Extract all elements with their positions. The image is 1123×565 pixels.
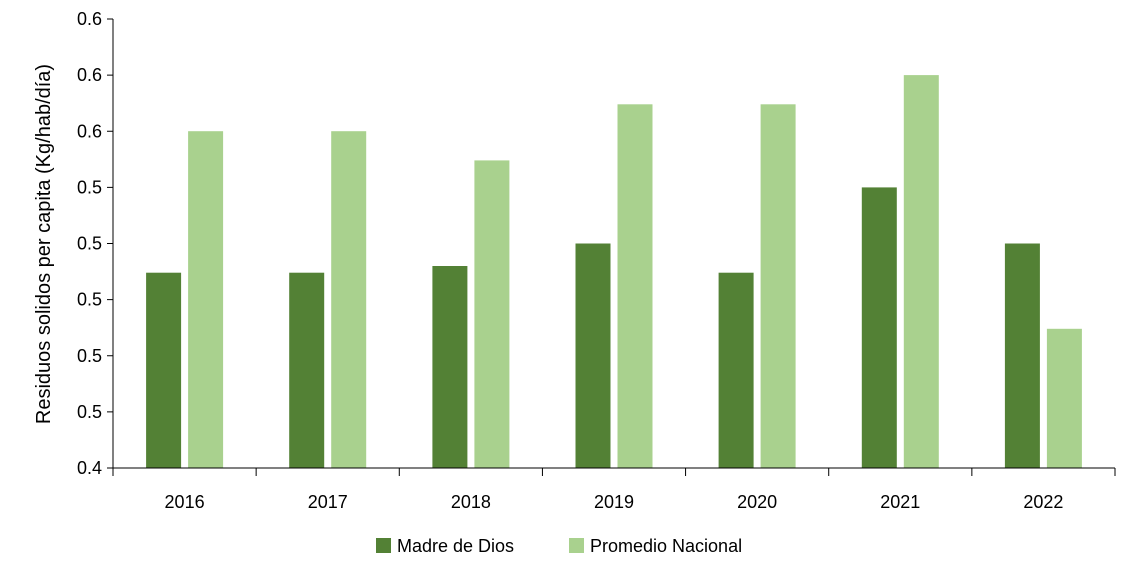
y-tick-label: 0.6	[77, 9, 102, 29]
x-category-label-2017: 2017	[308, 492, 348, 512]
bar-madre-de-dios-2017	[289, 272, 325, 468]
bar-promedio-nacional-2017	[331, 131, 367, 468]
bar-promedio-nacional-2018	[474, 160, 510, 468]
y-tick-label: 0.6	[77, 65, 102, 85]
x-category-label-2021: 2021	[880, 492, 920, 512]
bar-promedio-nacional-2016	[188, 131, 224, 468]
legend-label-promedio-nacional: Promedio Nacional	[590, 536, 742, 556]
x-category-label-2018: 2018	[451, 492, 491, 512]
legend-swatch-madre-de-dios	[376, 538, 391, 553]
y-tick-label: 0.6	[77, 121, 102, 141]
y-tick-label: 0.4	[77, 458, 102, 478]
x-category-label-2020: 2020	[737, 492, 777, 512]
y-tick-label: 0.5	[77, 402, 102, 422]
bar-madre-de-dios-2022	[1004, 243, 1040, 468]
y-tick-label: 0.5	[77, 346, 102, 366]
bar-madre-de-dios-2016	[146, 272, 182, 468]
axes-group: 0.4 0.5 0.5 0.5 0.5 0.5 0.6 0.6 0.6 2016 2017 2018 2…	[77, 9, 1116, 512]
x-category-label-2016: 2016	[165, 492, 205, 512]
y-tick-label: 0.5	[77, 290, 102, 310]
bar-madre-de-dios-2018	[432, 266, 468, 468]
x-category-label-2019: 2019	[594, 492, 634, 512]
y-tick-label: 0.5	[77, 234, 102, 254]
bars-group	[146, 75, 1082, 469]
bar-madre-de-dios-2020	[718, 272, 754, 468]
bar-madre-de-dios-2019	[575, 243, 611, 468]
y-tick-label: 0.5	[77, 177, 102, 197]
bar-promedio-nacional-2021	[903, 75, 939, 468]
legend-swatch-promedio-nacional	[569, 538, 584, 553]
bar-promedio-nacional-2020	[760, 104, 796, 469]
legend-label-madre-de-dios: Madre de Dios	[397, 536, 514, 556]
bar-promedio-nacional-2019	[617, 104, 653, 469]
bar-madre-de-dios-2021	[861, 187, 897, 468]
y-axis-title: Residuos solidos per capita (Kg/hab/día)	[33, 64, 55, 424]
x-category-label-2022: 2022	[1023, 492, 1063, 512]
legend: Madre de Dios Promedio Nacional	[376, 536, 742, 556]
bar-promedio-nacional-2022	[1046, 328, 1082, 468]
